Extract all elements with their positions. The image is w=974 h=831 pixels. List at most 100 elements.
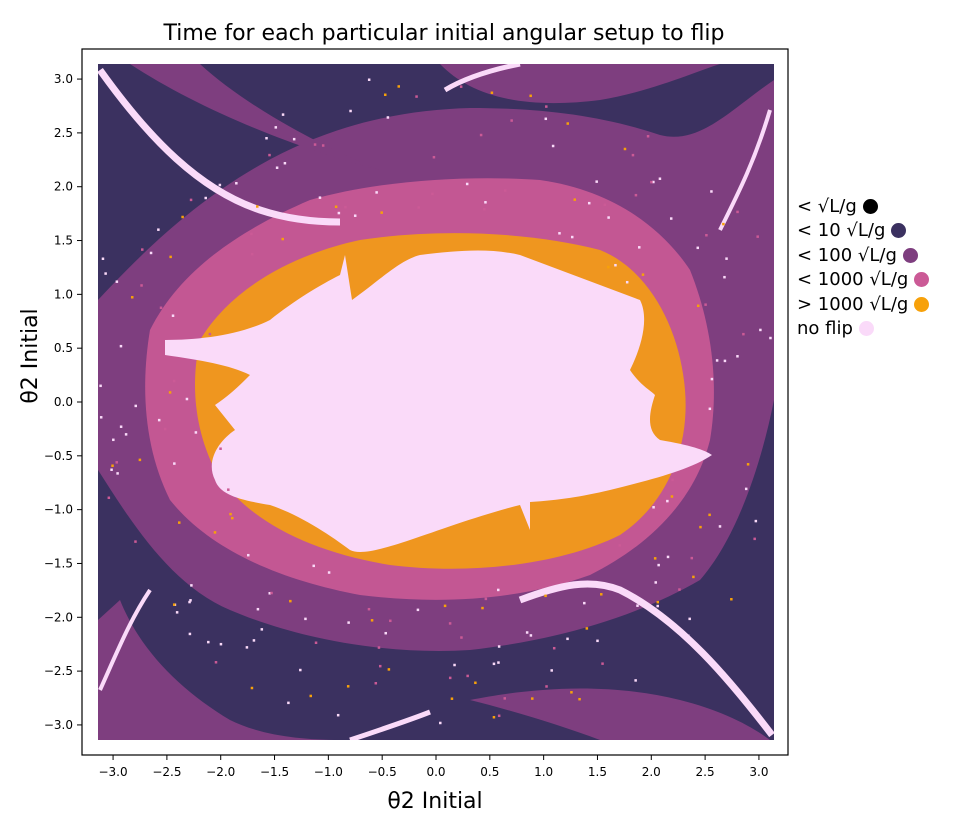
speckle	[596, 639, 599, 643]
y-tick-label: −0.5	[44, 449, 73, 463]
x-tick-label: 1.5	[588, 765, 607, 779]
speckle	[389, 619, 392, 623]
speckle	[292, 137, 296, 141]
legend-label: < 1000 √L/g	[797, 269, 909, 291]
x-tick-label: 1.0	[534, 765, 553, 779]
speckle	[321, 144, 325, 147]
speckle	[708, 407, 712, 411]
speckle	[723, 359, 727, 363]
x-tick-label: −0.5	[368, 765, 397, 779]
speckle	[110, 468, 113, 471]
speckle	[656, 600, 660, 604]
speckle	[634, 193, 638, 197]
speckle	[375, 191, 378, 194]
speckle	[299, 668, 302, 672]
speckle	[623, 147, 627, 151]
speckle	[618, 544, 621, 547]
speckle	[384, 631, 387, 635]
speckle	[439, 721, 442, 725]
speckle	[275, 166, 279, 169]
legend-color-dot	[862, 198, 878, 214]
speckle	[646, 135, 650, 138]
speckle	[134, 404, 137, 408]
speckle	[115, 280, 119, 283]
chart-title: Time for each particular initial angular…	[162, 21, 724, 46]
legend-item: < 100 √L/g	[797, 243, 929, 268]
y-tick-label: 1.5	[54, 234, 73, 248]
speckle	[268, 592, 272, 595]
speckle	[367, 607, 371, 611]
speckle	[497, 588, 500, 592]
speckle	[252, 639, 256, 642]
x-tick-label: 2.5	[696, 765, 715, 779]
speckle	[309, 694, 313, 698]
speckle	[314, 641, 318, 645]
speckle	[171, 314, 175, 317]
legend-item: < √L/g	[797, 194, 929, 219]
speckle	[431, 192, 434, 196]
speckle	[545, 685, 548, 688]
legend-label: no flip	[797, 318, 853, 340]
speckle	[336, 713, 340, 717]
speckle	[710, 190, 713, 193]
region-under-100-topright	[440, 64, 720, 104]
speckle	[466, 674, 469, 678]
speckle	[631, 153, 635, 157]
speckle	[172, 603, 176, 606]
speckle	[658, 177, 662, 180]
speckle	[736, 355, 739, 358]
legend-color-dot	[891, 223, 907, 239]
speckle	[603, 203, 607, 206]
y-axis-ticks: 3.0 2.5 2.0 1.5 1.0 0.5 0.0 −0.5 −1.0 −1.5 −2.0 −2.…	[44, 72, 82, 732]
speckle	[566, 637, 569, 641]
speckle	[687, 634, 690, 638]
speckle	[378, 664, 382, 668]
speckle	[759, 328, 762, 332]
speckle	[607, 216, 610, 219]
no-flip-streak-left	[98, 588, 152, 691]
speckle	[550, 669, 553, 672]
speckle	[99, 384, 102, 388]
speckle	[481, 606, 484, 610]
speckle	[573, 198, 576, 201]
region-under-100-bottomright	[470, 688, 770, 740]
speckle	[742, 332, 745, 336]
speckle	[347, 621, 350, 624]
y-tick-label: −1.5	[44, 556, 73, 570]
y-tick-label: −2.5	[44, 664, 73, 678]
speckle	[708, 513, 711, 517]
y-tick-label: 1.0	[54, 287, 73, 301]
speckle	[189, 198, 193, 202]
x-tick-label: 0.0	[426, 765, 445, 779]
speckle	[130, 296, 134, 299]
speckle	[256, 205, 259, 208]
speckle	[218, 183, 222, 187]
speckle	[736, 210, 739, 214]
speckle	[231, 516, 234, 520]
region-under-100-topleft	[130, 64, 380, 170]
speckle	[415, 95, 418, 98]
speckle	[313, 143, 317, 146]
speckle	[544, 117, 548, 121]
speckle	[600, 593, 603, 596]
speckle	[318, 196, 322, 199]
speckle	[270, 591, 273, 595]
y-tick-label: 0.0	[54, 395, 73, 409]
speckle	[474, 681, 477, 685]
speckle	[746, 463, 750, 466]
speckle	[705, 233, 708, 237]
speckle	[245, 646, 249, 649]
speckle	[185, 397, 189, 401]
y-tick-label: −2.0	[44, 610, 73, 624]
speckle	[384, 93, 387, 97]
speckle	[704, 303, 707, 306]
legend-color-dot	[902, 247, 918, 263]
speckle	[503, 697, 506, 700]
legend-item: < 10 √L/g	[797, 219, 929, 244]
speckle	[219, 447, 222, 450]
speckle	[460, 636, 463, 639]
speckle	[247, 553, 250, 557]
speckle	[274, 126, 278, 129]
speckle	[484, 597, 488, 601]
speckle	[479, 133, 483, 137]
